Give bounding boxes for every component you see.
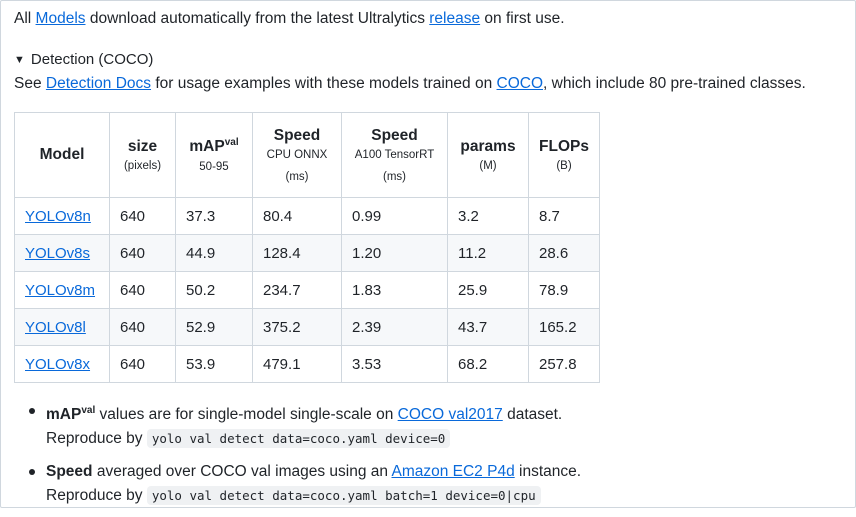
model-link[interactable]: YOLOv8n	[25, 207, 91, 225]
model-cell: YOLOv8l	[14, 308, 110, 346]
list-item: mAPval values are for single-model singl…	[14, 399, 581, 451]
models-table: Model size (pixels) mAPval 50-95 Speed C…	[14, 112, 600, 383]
header-size: size (pixels)	[109, 112, 176, 198]
header-model: Model	[14, 112, 110, 198]
table-cell: 37.3	[175, 197, 253, 235]
code-snippet: yolo val detect data=coco.yaml device=0	[146, 429, 451, 449]
header-map: mAPval 50-95	[175, 112, 253, 198]
code-snippet: yolo val detect data=coco.yaml batch=1 d…	[146, 486, 541, 506]
table-cell: 11.2	[447, 234, 529, 272]
table-cell: 25.9	[447, 271, 529, 309]
list-item: Speed averaged over COCO val images usin…	[14, 460, 581, 508]
table-cell: 479.1	[252, 345, 342, 383]
table-row: YOLOv8m 640 50.2 234.7 1.83 25.9 78.9	[14, 271, 600, 309]
reproduce-line: Reproduce by yolo val detect data=coco.y…	[46, 427, 581, 451]
header-params: params (M)	[447, 112, 529, 198]
intro-suffix: on first use.	[484, 10, 565, 27]
coco-val2017-link[interactable]: COCO val2017	[397, 406, 503, 424]
note-after: instance.	[519, 463, 582, 481]
intro-prefix: All	[14, 10, 32, 27]
note-line: Speed averaged over COCO val images usin…	[46, 460, 581, 484]
model-link[interactable]: YOLOv8x	[25, 355, 91, 373]
table-cell: 50.2	[175, 271, 253, 309]
model-cell: YOLOv8m	[14, 271, 110, 309]
desc-suffix: , which include 80 pre-trained classes.	[543, 75, 806, 92]
table-cell: 2.39	[341, 308, 448, 346]
notes-list: mAPval values are for single-model singl…	[14, 399, 581, 517]
model-link[interactable]: YOLOv8m	[25, 281, 96, 299]
detection-docs-link[interactable]: Detection Docs	[45, 75, 152, 92]
bullet-icon	[29, 408, 35, 414]
desc-prefix: See	[14, 75, 42, 92]
table-body: YOLOv8n 640 37.3 80.4 0.99 3.2 8.7 YOLOv…	[14, 197, 600, 383]
table-cell: 8.7	[528, 197, 600, 235]
model-cell: YOLOv8s	[14, 234, 110, 272]
note-after: dataset.	[507, 406, 563, 424]
bullet-icon	[29, 469, 35, 476]
table-cell: 44.9	[175, 234, 253, 272]
table-cell: 640	[109, 234, 176, 272]
model-link[interactable]: YOLOv8s	[25, 244, 91, 262]
table-cell: 128.4	[252, 234, 342, 272]
table-header-row: Model size (pixels) mAPval 50-95 Speed C…	[14, 112, 600, 198]
coco-link[interactable]: COCO	[496, 75, 544, 92]
table-cell: 1.83	[341, 271, 448, 309]
reproduce-line: Reproduce by yolo val detect data=coco.y…	[46, 484, 581, 508]
note-line: mAPval values are for single-model singl…	[46, 399, 581, 427]
table-cell: 78.9	[528, 271, 600, 309]
table-cell: 0.99	[341, 197, 448, 235]
table-cell: 68.2	[447, 345, 529, 383]
triangle-down-icon: ▼	[14, 54, 25, 66]
table-cell: 640	[109, 271, 176, 309]
release-link[interactable]: release	[429, 10, 481, 27]
table-cell: 28.6	[528, 234, 600, 272]
table-row: YOLOv8x 640 53.9 479.1 3.53 68.2 257.8	[14, 345, 600, 383]
models-link[interactable]: Models	[35, 10, 86, 27]
table-cell: 43.7	[447, 308, 529, 346]
table-cell: 640	[109, 197, 176, 235]
intro-middle: download automatically from the latest U…	[89, 10, 425, 27]
table-cell: 640	[109, 308, 176, 346]
reproduce-label: Reproduce by	[46, 487, 143, 505]
table-row: YOLOv8s 640 44.9 128.4 1.20 11.2 28.6	[14, 234, 600, 272]
model-link[interactable]: YOLOv8l	[25, 318, 86, 336]
note-text: averaged over COCO val images using an	[96, 463, 389, 481]
note-bold: mAPval	[46, 405, 96, 424]
table-cell: 3.2	[447, 197, 529, 235]
table-cell: 257.8	[528, 345, 600, 383]
note-text: values are for single-model single-scale…	[99, 406, 394, 424]
model-cell: YOLOv8x	[14, 345, 110, 383]
header-flops: FLOPs (B)	[528, 112, 600, 198]
desc-middle: for usage examples with these models tra…	[155, 75, 493, 92]
note-bold: Speed	[46, 463, 93, 481]
table-cell: 53.9	[175, 345, 253, 383]
model-cell: YOLOv8n	[14, 197, 110, 235]
reproduce-label: Reproduce by	[46, 430, 143, 448]
table-cell: 1.20	[341, 234, 448, 272]
table-row: YOLOv8n 640 37.3 80.4 0.99 3.2 8.7	[14, 197, 600, 235]
table-cell: 375.2	[252, 308, 342, 346]
header-speed-cpu: Speed CPU ONNX (ms)	[252, 112, 342, 198]
table-cell: 52.9	[175, 308, 253, 346]
amazon-ec2-p4d-link[interactable]: Amazon EC2 P4d	[391, 463, 515, 481]
detection-description: See Detection Docs for usage examples wi…	[14, 75, 806, 93]
table-cell: 165.2	[528, 308, 600, 346]
header-speed-gpu: Speed A100 TensorRT (ms)	[341, 112, 448, 198]
table-cell: 80.4	[252, 197, 342, 235]
table-cell: 3.53	[341, 345, 448, 383]
detection-details-toggle[interactable]: ▼ Detection (COCO)	[14, 51, 153, 68]
details-summary-label: Detection (COCO)	[30, 51, 154, 68]
table-row: YOLOv8l 640 52.9 375.2 2.39 43.7 165.2	[14, 308, 600, 346]
intro-paragraph: All Models download automatically from t…	[14, 10, 565, 28]
table-cell: 234.7	[252, 271, 342, 309]
table-cell: 640	[109, 345, 176, 383]
